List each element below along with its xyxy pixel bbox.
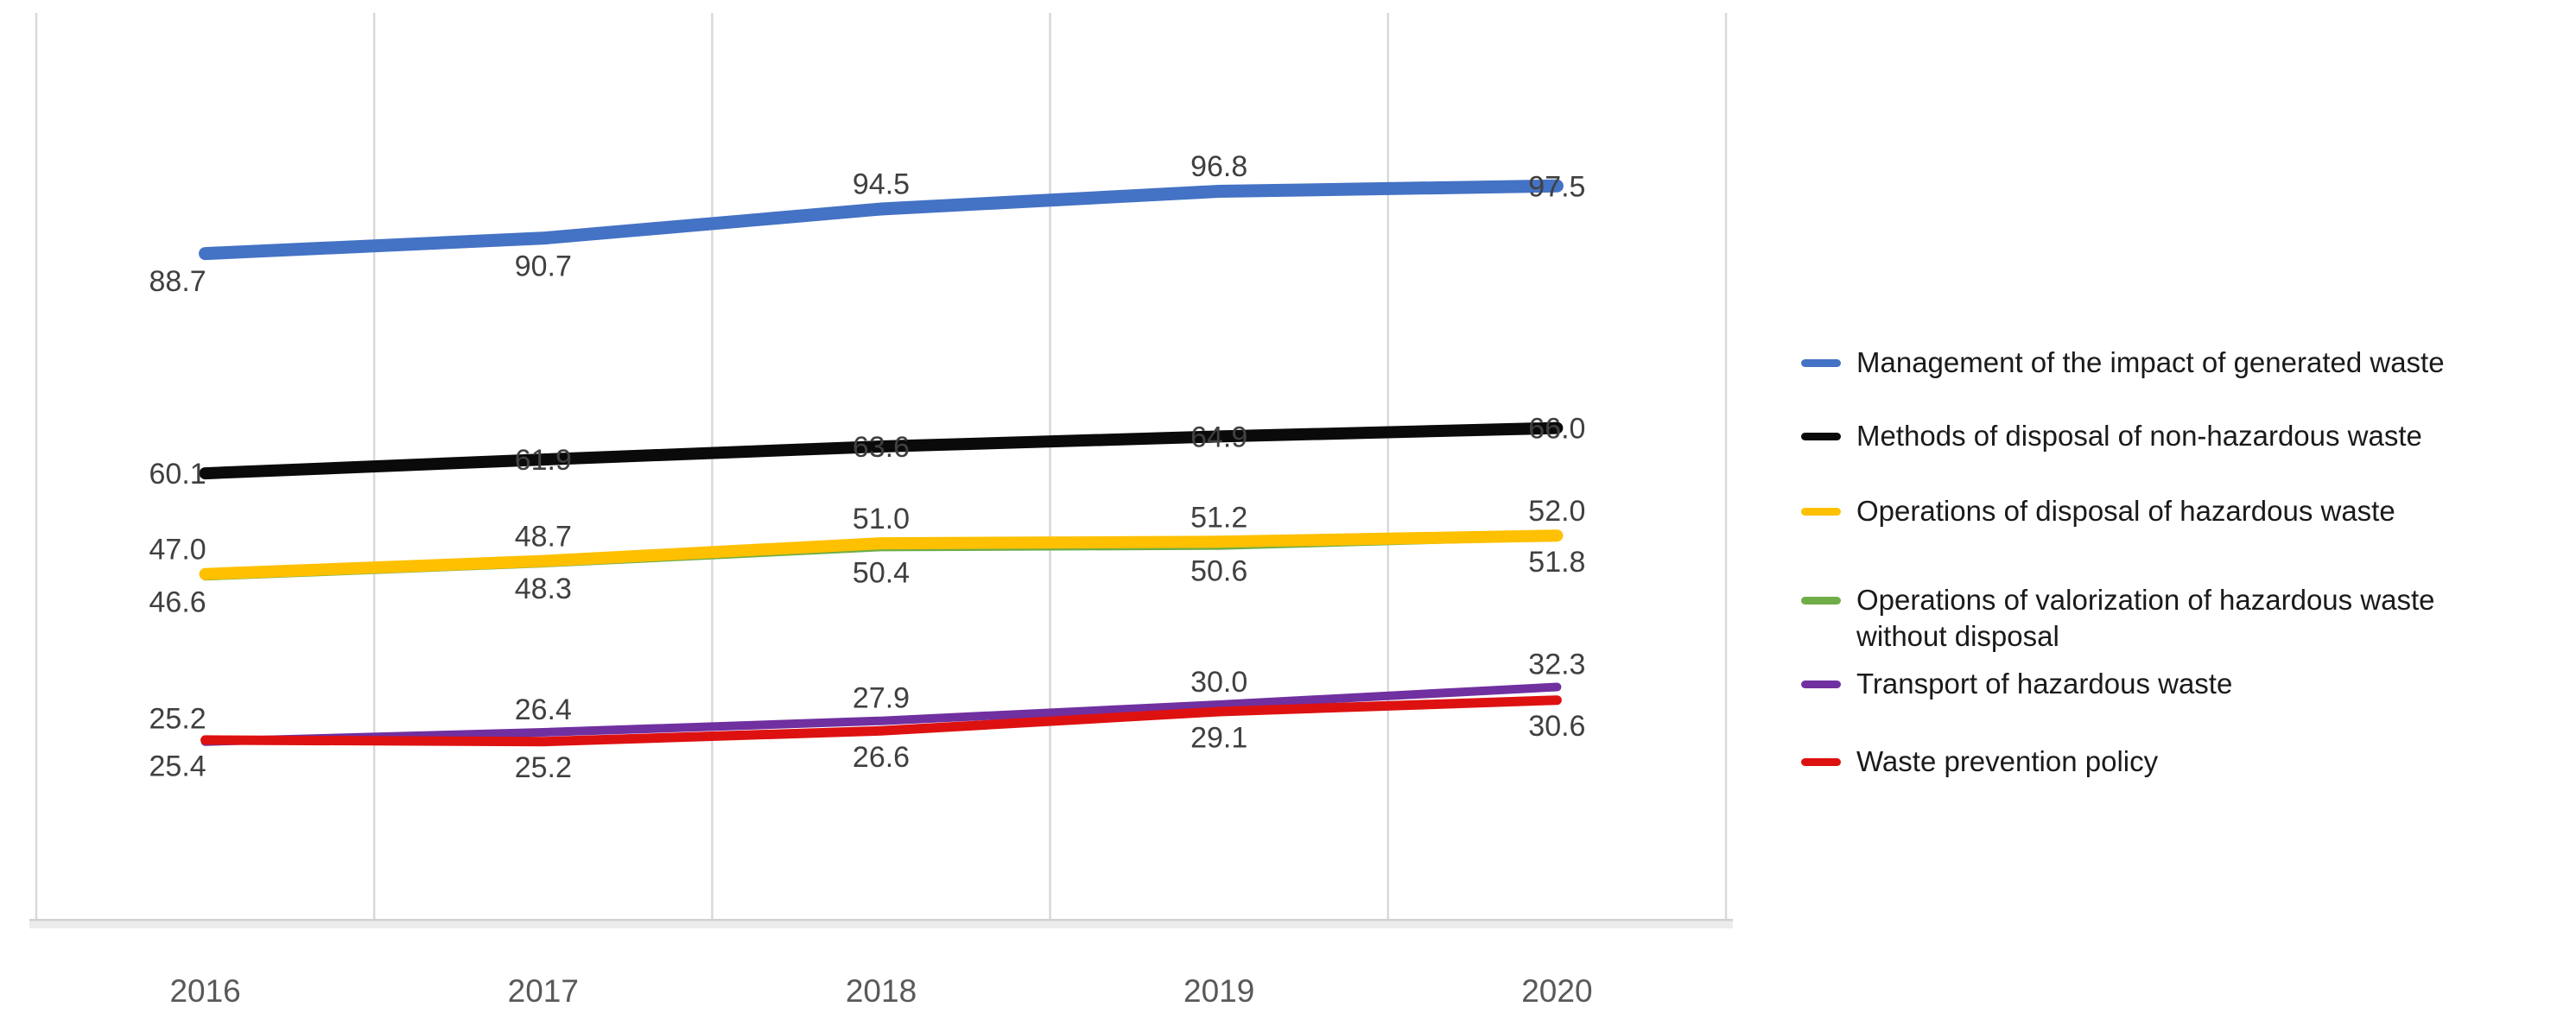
x-tick-label: 2020 — [1521, 973, 1592, 1009]
chart-legend: Management of the impact of generated wa… — [1801, 0, 2561, 1032]
data-label: 66.0 — [1528, 413, 1585, 446]
data-label: 25.2 — [149, 703, 206, 736]
legend-swatch-red — [1801, 758, 1841, 766]
legend-swatch-black — [1801, 433, 1841, 440]
x-axis-labels-group: 2016 2017 2018 2019 2020 — [169, 973, 1592, 1009]
gridlines-group — [35, 13, 1728, 919]
x-tick-label: 2016 — [169, 973, 240, 1009]
data-label: 32.3 — [1528, 649, 1585, 681]
x-tick-label: 2019 — [1183, 973, 1254, 1009]
data-label: 30.6 — [1528, 710, 1585, 743]
data-label: 51.0 — [853, 503, 910, 535]
data-label: 51.2 — [1190, 501, 1247, 534]
data-label: 52.0 — [1528, 495, 1585, 528]
data-label: 48.3 — [515, 573, 572, 605]
series-line-0 — [199, 179, 1564, 261]
legend-item-waste-prevention: Waste prevention policy — [1801, 744, 2530, 780]
data-label: 90.7 — [515, 250, 572, 282]
data-label: 64.9 — [1190, 421, 1247, 453]
series-line-5 — [200, 695, 1562, 747]
data-label: 46.6 — [149, 586, 206, 618]
series-lines-group — [199, 179, 1564, 747]
data-label: 25.4 — [149, 750, 206, 782]
legend-label: Methods of disposal of non-hazardous was… — [1856, 420, 2422, 452]
legend-swatch-green — [1801, 597, 1841, 605]
data-label: 25.2 — [515, 751, 572, 784]
data-label: 26.4 — [515, 693, 572, 726]
data-label: 30.0 — [1190, 666, 1247, 699]
plot-border-line — [29, 919, 1733, 921]
series-line-1 — [199, 421, 1564, 480]
plot-border-shadow — [29, 919, 1733, 928]
legend-label: Operations of valorization of hazardous … — [1856, 584, 2435, 652]
data-label: 29.1 — [1190, 722, 1247, 755]
data-label: 60.1 — [149, 458, 206, 491]
legend-label: Transport of hazardous waste — [1856, 668, 2233, 700]
legend-item-operations-valorization: Operations of valorization of hazardous … — [1801, 582, 2530, 655]
x-tick-label: 2018 — [846, 973, 917, 1009]
legend-item-management-impact: Management of the impact of generated wa… — [1801, 345, 2530, 381]
series-line-2 — [199, 529, 1564, 580]
data-label: 88.7 — [149, 265, 206, 298]
legend-item-transport-hazardous: Transport of hazardous waste — [1801, 666, 2530, 702]
legend-label: Waste prevention policy — [1856, 745, 2159, 777]
x-tick-label: 2017 — [508, 973, 579, 1009]
data-label: 26.6 — [853, 741, 910, 774]
data-label: 97.5 — [1528, 170, 1585, 203]
legend-label: Management of the impact of generated wa… — [1856, 346, 2445, 378]
data-label: 48.7 — [515, 521, 572, 554]
series-line-4 — [200, 682, 1562, 746]
data-label: 50.6 — [1190, 555, 1247, 588]
legend-swatch-yellow — [1801, 508, 1841, 516]
data-label: 61.9 — [515, 444, 572, 477]
legend-label: Operations of disposal of hazardous wast… — [1856, 495, 2395, 527]
data-label: 47.0 — [149, 534, 206, 567]
legend-swatch-blue — [1801, 359, 1841, 367]
data-labels-group: 88.7 90.7 94.5 96.8 97.5 60.1 61.9 63.6 64.9 66.0… — [149, 150, 1586, 784]
plot-bottom-border — [29, 919, 1733, 928]
data-label: 27.9 — [853, 682, 910, 715]
data-label: 94.5 — [853, 168, 910, 201]
data-label: 63.6 — [853, 431, 910, 464]
data-label: 51.8 — [1528, 546, 1585, 579]
legend-item-operations-disposal-hazardous: Operations of disposal of hazardous wast… — [1801, 493, 2530, 529]
data-label: 50.4 — [853, 556, 910, 589]
legend-item-methods-disposal-nonhazardous: Methods of disposal of non-hazardous was… — [1801, 418, 2530, 454]
legend-swatch-purple — [1801, 681, 1841, 688]
data-label: 96.8 — [1190, 150, 1247, 183]
